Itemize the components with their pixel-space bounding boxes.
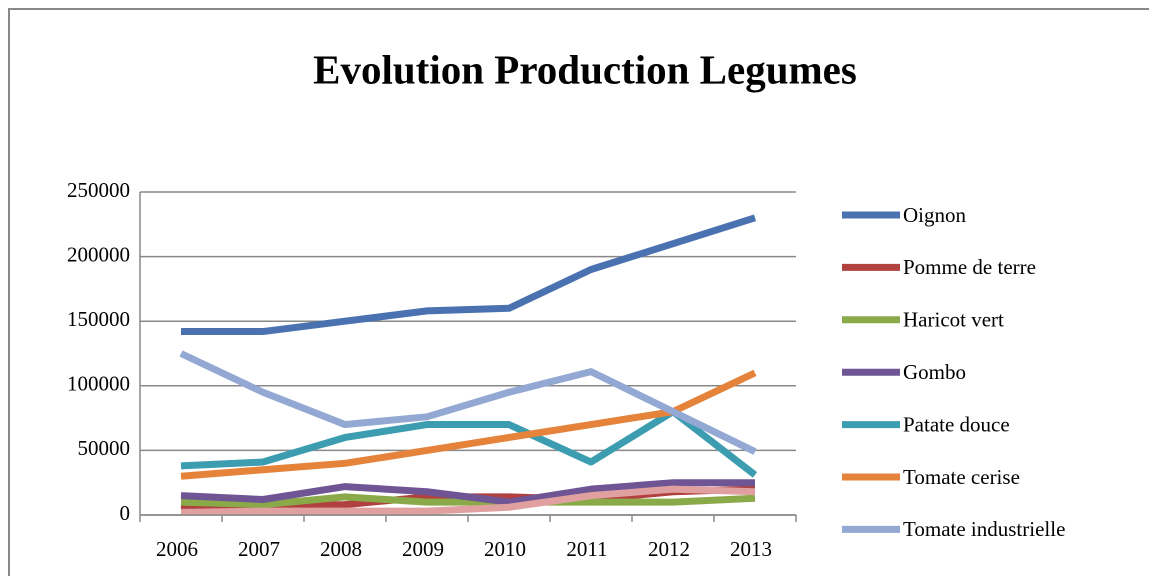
x-tick-label: 2012 bbox=[648, 537, 690, 561]
y-tick-label: 0 bbox=[120, 501, 131, 525]
chart-title: Evolution Production Legumes bbox=[313, 46, 857, 92]
y-tick-label: 50000 bbox=[78, 436, 131, 460]
x-tick-label: 2011 bbox=[566, 537, 607, 561]
legend-label: Oignon bbox=[903, 203, 967, 227]
x-tick-label: 2013 bbox=[730, 537, 772, 561]
y-tick-label: 200000 bbox=[67, 242, 130, 266]
series-line bbox=[180, 408, 758, 478]
x-tick-label: 2008 bbox=[320, 537, 362, 561]
legend-label: Haricot vert bbox=[903, 308, 1004, 332]
legend-label: Gombo bbox=[903, 360, 966, 384]
x-tick-label: 2010 bbox=[484, 537, 526, 561]
series-line bbox=[180, 493, 756, 509]
legend-label: Pomme de terre bbox=[903, 255, 1036, 279]
y-tick-label: 250000 bbox=[67, 178, 130, 202]
series-line bbox=[180, 485, 756, 516]
x-tick-label: 2007 bbox=[238, 537, 280, 561]
legend-label: Tomate cerise bbox=[903, 465, 1020, 489]
series-line bbox=[181, 214, 757, 336]
x-tick-label: 2006 bbox=[156, 537, 198, 561]
x-tick-label: 2009 bbox=[402, 537, 444, 561]
y-tick-label: 150000 bbox=[67, 307, 130, 331]
series-line bbox=[180, 479, 755, 506]
y-tick-label: 100000 bbox=[67, 372, 130, 396]
series-line bbox=[179, 350, 757, 455]
legend-label: Patate douce bbox=[903, 412, 1010, 436]
series-line bbox=[180, 369, 757, 480]
legend-label: Tomate industrielle bbox=[903, 517, 1065, 541]
chart-border bbox=[8, 8, 1149, 581]
